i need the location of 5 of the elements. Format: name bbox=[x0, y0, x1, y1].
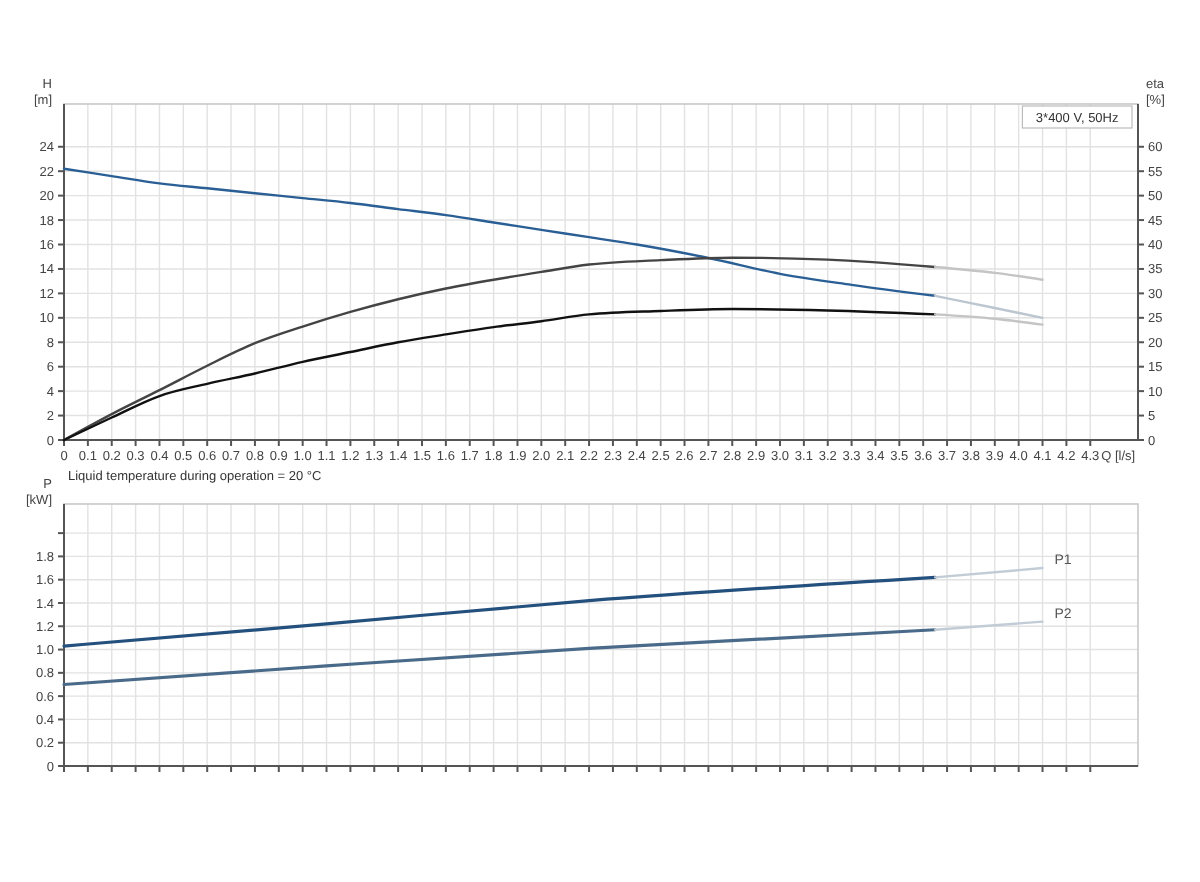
line-series bbox=[62, 628, 937, 687]
line-series bbox=[62, 167, 937, 298]
line-series bbox=[62, 256, 937, 442]
line-series bbox=[62, 307, 937, 442]
line-series bbox=[62, 575, 937, 648]
